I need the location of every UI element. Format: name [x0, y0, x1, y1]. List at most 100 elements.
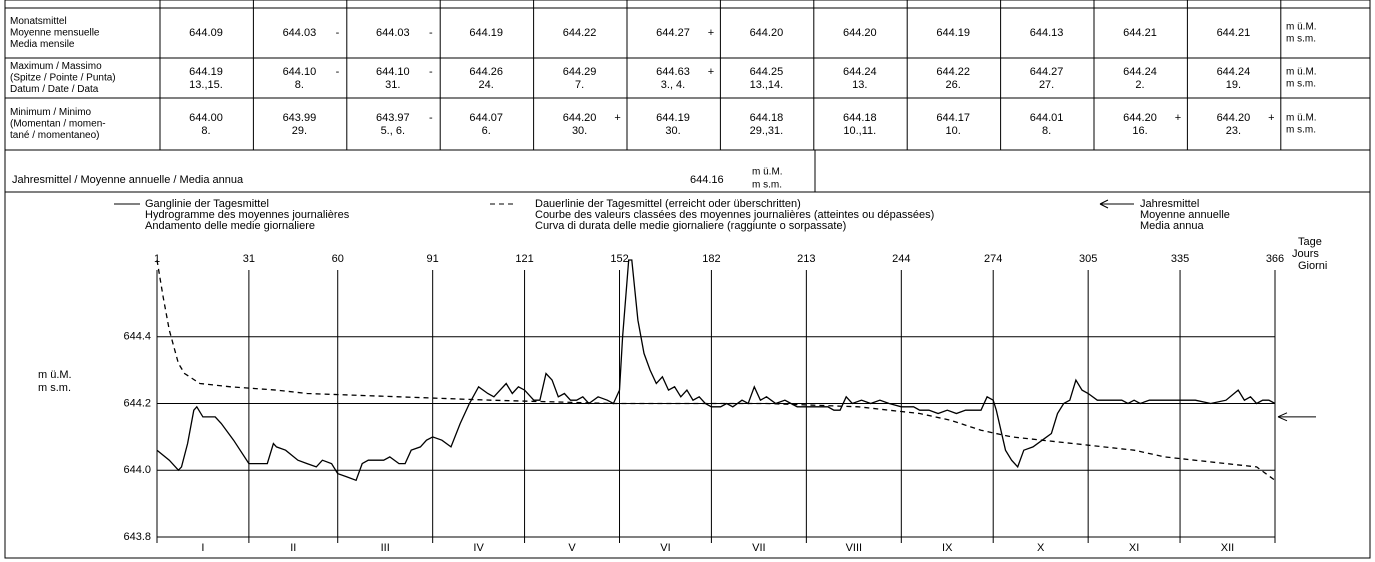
month-label: V	[568, 542, 576, 554]
cell-value: 644.27	[656, 27, 690, 39]
cell-date: 26.	[946, 79, 961, 91]
cell-value: 644.10	[376, 66, 410, 78]
cell-flag: -	[429, 66, 433, 78]
cell-date: 8.	[201, 125, 210, 137]
cell-value: 644.17	[936, 112, 970, 124]
cell-value: 644.24	[1217, 66, 1251, 78]
x-tick-label: 152	[610, 253, 628, 265]
x-label: Tage	[1298, 236, 1322, 248]
row-unit: m s.m.	[1286, 34, 1316, 45]
legend-text: Jahresmittel	[1140, 198, 1199, 210]
cell-value: 644.03	[283, 27, 317, 39]
legend-arrowhead	[1099, 199, 1109, 209]
cell-flag: -	[336, 27, 340, 39]
row-label: Monatsmittel	[10, 16, 67, 27]
cell-date: 23.	[1226, 125, 1241, 137]
cell-value: 644.22	[936, 66, 970, 78]
x-tick-label: 335	[1171, 253, 1189, 265]
row-label: Datum / Date / Data	[10, 84, 99, 95]
x-tick-label: 1	[154, 253, 160, 265]
cell-value: 644.07	[469, 112, 503, 124]
cell-value: 643.97	[376, 112, 410, 124]
legend-text: Curva di durata delle medie giornaliere …	[535, 220, 846, 232]
cell-value: 644.09	[189, 27, 223, 39]
cell-flag: +	[708, 27, 714, 39]
cell-flag: -	[429, 112, 433, 124]
cell-value: 644.26	[469, 66, 503, 78]
y-label: m ü.M.	[38, 369, 72, 381]
row-unit: m s.m.	[1286, 125, 1316, 136]
annual-mean-arrowhead	[1277, 412, 1288, 422]
cell-value: 644.03	[376, 27, 410, 39]
cell-value: 644.00	[189, 112, 223, 124]
x-label: Giorni	[1298, 260, 1327, 272]
frame	[4, 0, 1371, 559]
row-unit: m ü.M.	[1286, 22, 1317, 33]
row-label: (Spitze / Pointe / Punta)	[10, 73, 116, 84]
series-line	[156, 259, 1276, 482]
cell-date: 2.	[1135, 79, 1144, 91]
row-label: (Momentan / momen-	[10, 119, 106, 130]
legend-text: Hydrogramme des moyennes journalières	[145, 209, 350, 221]
month-label: IX	[942, 542, 953, 554]
cell-value: 644.10	[283, 66, 317, 78]
cell-date: 5., 6.	[381, 125, 405, 137]
x-tick-label: 244	[892, 253, 910, 265]
series-line	[156, 259, 1276, 481]
cell-value: 644.19	[936, 27, 970, 39]
cell-date: 8.	[295, 79, 304, 91]
cell-date: 8.	[1042, 125, 1051, 137]
cell-value: 644.20	[1123, 112, 1157, 124]
cell-value: 644.20	[563, 112, 597, 124]
cell-date: 3., 4.	[661, 79, 685, 91]
cell-flag: -	[429, 27, 433, 39]
month-label: III	[381, 542, 390, 554]
cell-value: 644.63	[656, 66, 690, 78]
cell-value: 644.19	[469, 27, 503, 39]
y-tick-label: 644.2	[123, 397, 151, 409]
cell-value: 644.24	[1123, 66, 1157, 78]
month-label: XI	[1129, 542, 1139, 554]
cell-date: 10.,11.	[843, 125, 876, 137]
y-tick-label: 644.4	[123, 331, 151, 343]
cell-date: 13.,14.	[750, 79, 784, 91]
cell-value: 644.20	[1217, 112, 1251, 124]
cell-value: 644.18	[750, 112, 784, 124]
x-label: Jours	[1292, 248, 1319, 260]
cell-value: 644.18	[843, 112, 877, 124]
cell-date: 7.	[575, 79, 584, 91]
cell-date: 31.	[385, 79, 400, 91]
cell-value: 643.99	[283, 112, 317, 124]
annual-value: 644.16	[690, 174, 724, 186]
cell-date: 13.	[852, 79, 867, 91]
x-tick-label: 31	[243, 253, 255, 265]
month-label: VII	[752, 542, 765, 554]
x-tick-label: 121	[515, 253, 533, 265]
cell-value: 644.19	[656, 112, 690, 124]
legend-text: Moyenne annuelle	[1140, 209, 1230, 221]
row-label: Media mensile	[10, 39, 75, 50]
cell-date: 30.	[665, 125, 680, 137]
cell-value: 644.20	[750, 27, 784, 39]
cell-value: 644.01	[1030, 112, 1064, 124]
cell-date: 29.,31.	[750, 125, 784, 137]
cell-value: 644.21	[1217, 27, 1251, 39]
cell-date: 24.	[479, 79, 494, 91]
month-label: I	[201, 542, 204, 554]
legend-text: Dauerlinie der Tagesmittel (erreicht ode…	[535, 198, 801, 210]
row-label: Moyenne mensuelle	[10, 28, 100, 39]
cell-flag: +	[1268, 112, 1274, 124]
cell-value: 644.22	[563, 27, 597, 39]
x-tick-label: 274	[984, 253, 1002, 265]
legend-text: Courbe des valeurs classées des moyennes…	[535, 209, 934, 221]
row-label: Minimum / Minimo	[10, 107, 92, 118]
legend-text: Ganglinie der Tagesmittel	[145, 198, 269, 210]
cell-date: 6.	[482, 125, 491, 137]
cell-value: 644.19	[189, 66, 223, 78]
cell-value: 644.27	[1030, 66, 1064, 78]
month-label: X	[1037, 542, 1045, 554]
x-tick-label: 60	[332, 253, 344, 265]
annual-unit: m s.m.	[752, 180, 782, 191]
cell-date: 13.,15.	[189, 79, 223, 91]
